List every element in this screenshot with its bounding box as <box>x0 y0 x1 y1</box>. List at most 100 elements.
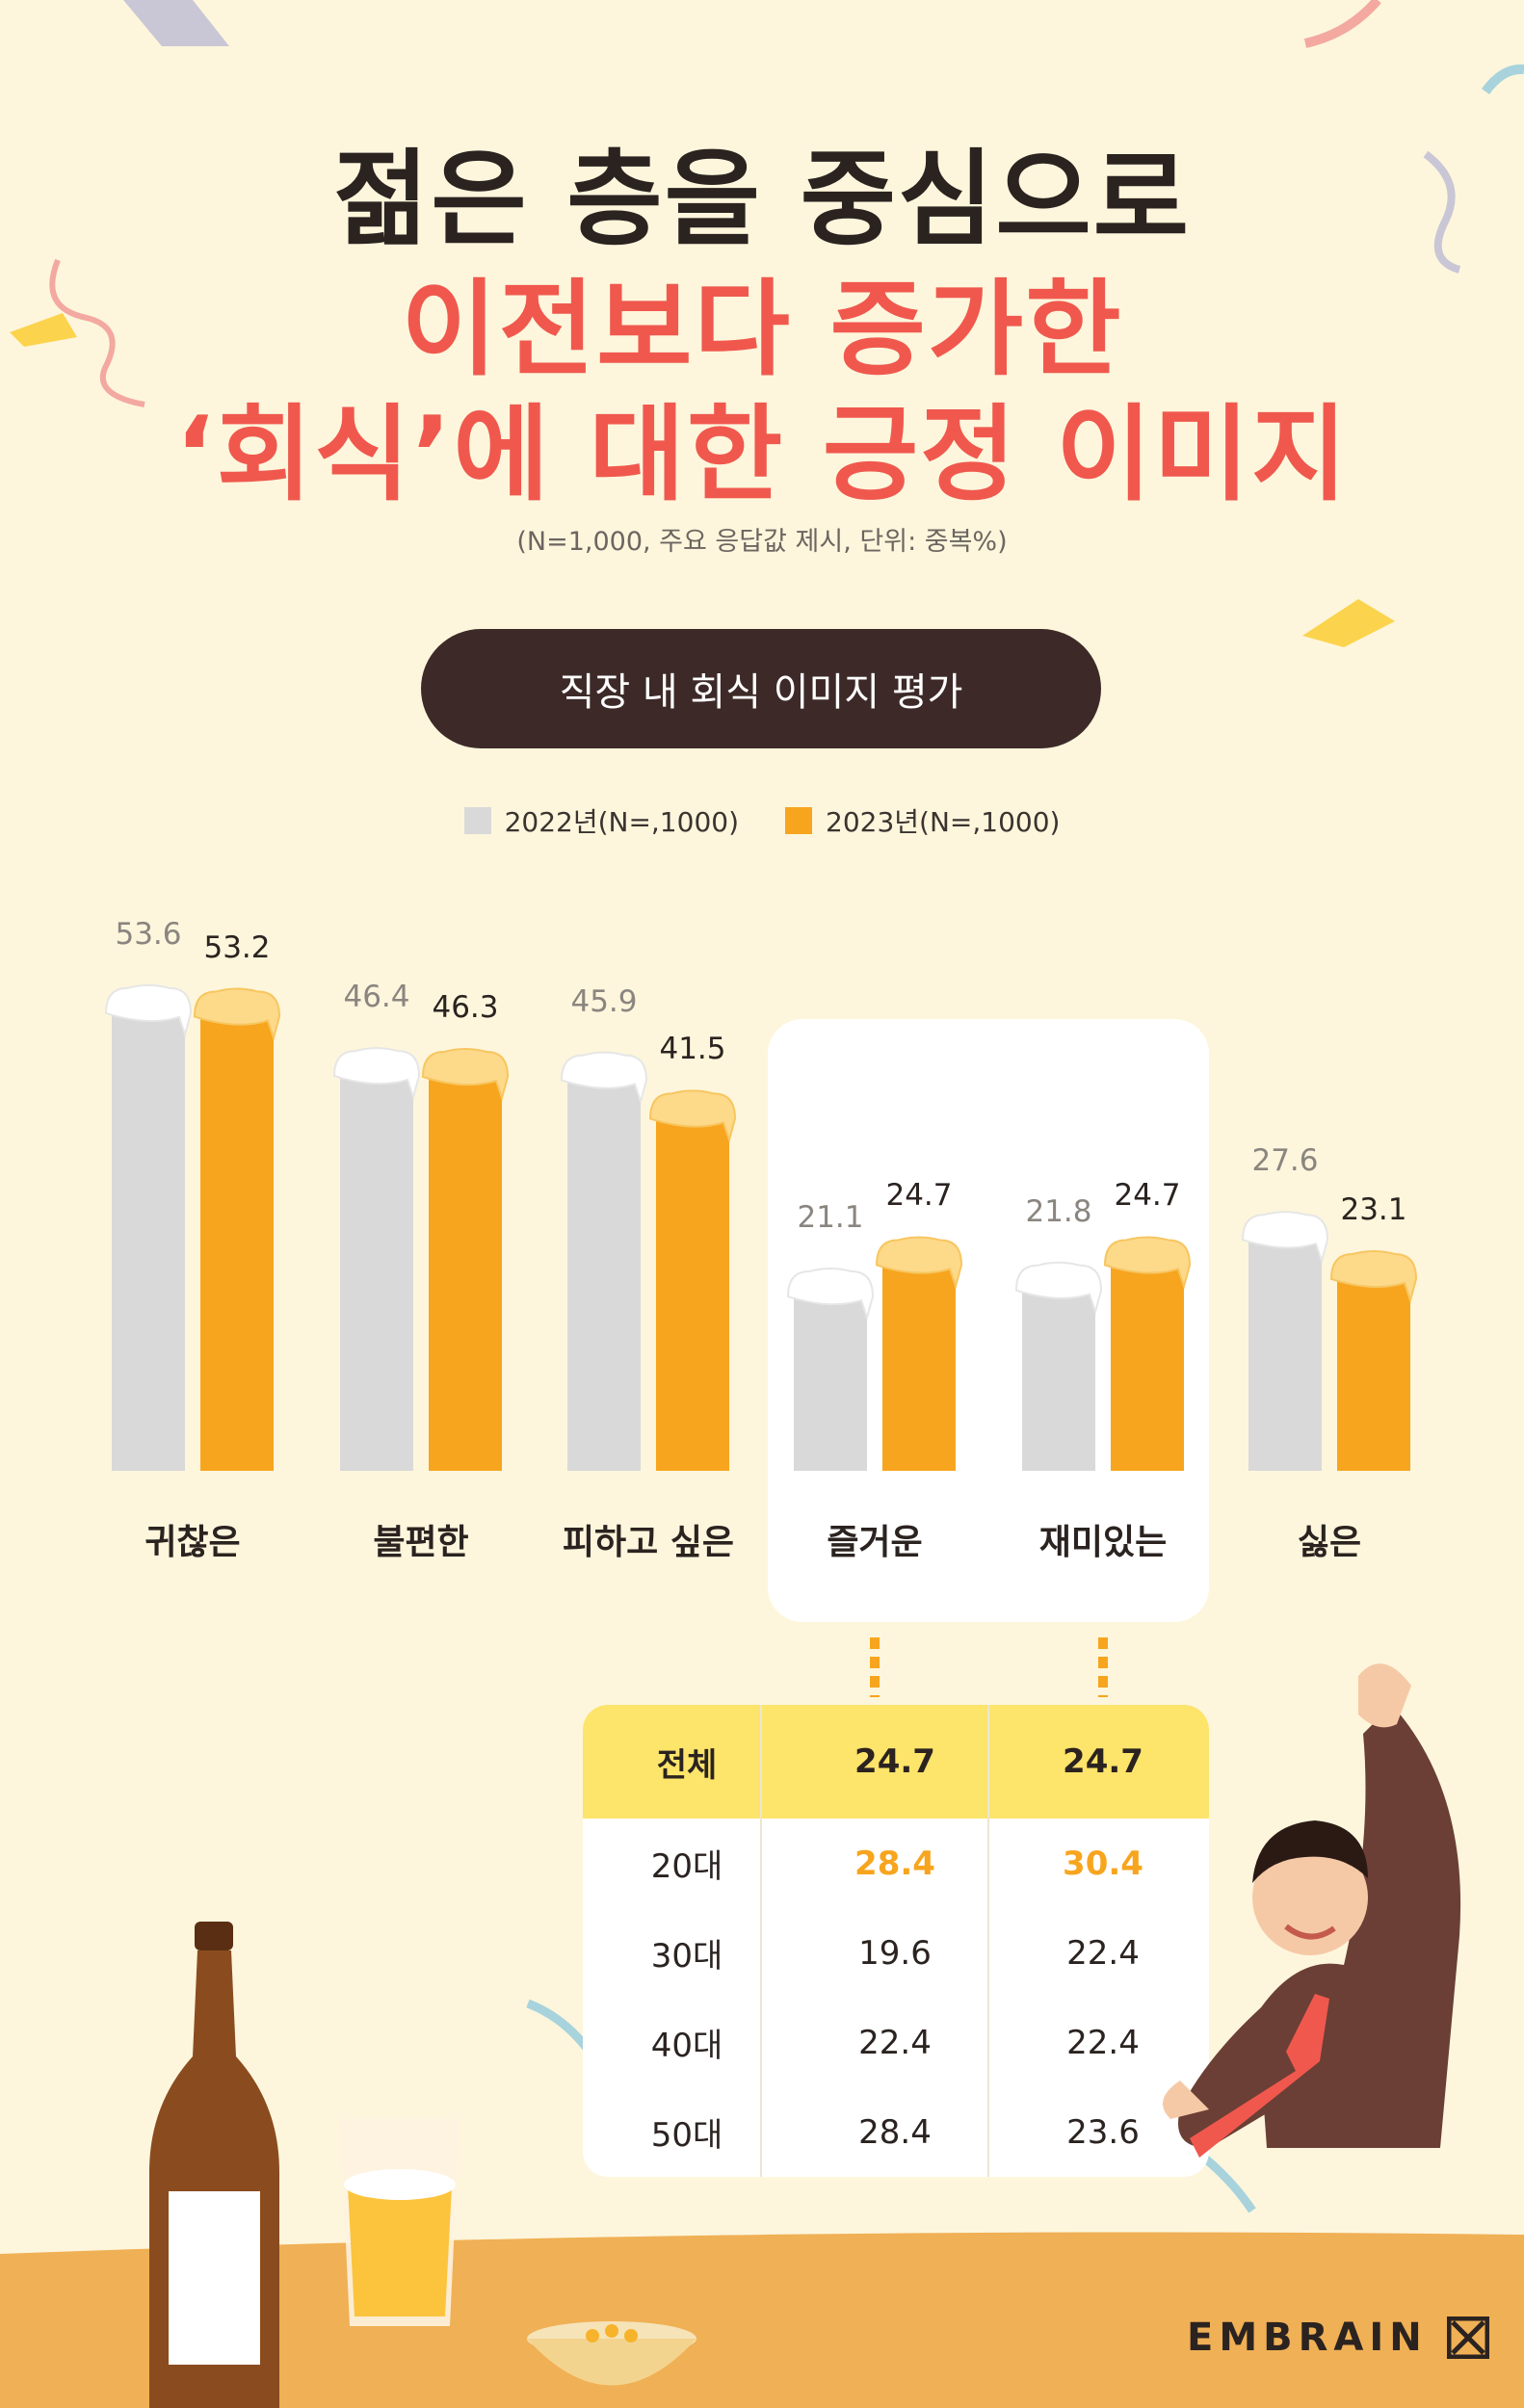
bar-foam <box>875 1236 963 1290</box>
bar-body <box>1111 1255 1184 1471</box>
bar-body <box>1248 1230 1322 1471</box>
legend-swatch-2023 <box>785 807 812 834</box>
bar-foam <box>104 983 193 1038</box>
table-row: 40대 22.4 22.4 <box>583 1998 1209 2087</box>
legend-item-2023: 2023년(N=,1000) <box>785 801 1060 840</box>
bar-2023 <box>193 987 281 1471</box>
bar-2023 <box>875 1236 963 1471</box>
bar-foam <box>786 1268 875 1322</box>
category-label: 싫은 <box>1297 1523 1362 1562</box>
connector-joyful <box>870 1637 880 1697</box>
bar-2022 <box>1241 1211 1329 1471</box>
bar-foam <box>1329 1249 1418 1304</box>
bar-body <box>794 1287 867 1471</box>
headline-line-3: ‘회식’에 대한 긍정 이미지 <box>174 395 1350 515</box>
confetti-ribbon <box>1481 64 1524 95</box>
bar-body <box>1337 1269 1410 1471</box>
table-row: 50대 28.4 23.6 <box>583 2087 1209 2177</box>
confetti-ribbon <box>1303 0 1381 48</box>
section-title-pill: 직장 내 회식 이미지 평가 <box>421 629 1101 748</box>
table-divider <box>987 1705 989 2177</box>
brand-logo-text: EMBRAIN <box>1187 2316 1428 2360</box>
bar-foam <box>560 1051 648 1106</box>
legend-label-2022: 2022년(N=,1000) <box>504 806 739 838</box>
bar-2022 <box>1014 1261 1103 1471</box>
table-row-label: 전체 <box>656 1745 718 1785</box>
category-label: 귀찮은 <box>145 1523 241 1562</box>
bar-chart <box>104 983 1418 1471</box>
headline-line-2: 이전보다 증가한 <box>401 270 1123 390</box>
table-cell: 23.6 <box>1066 2112 1140 2152</box>
bar-foam <box>648 1089 737 1143</box>
category-label: 피하고 싶은 <box>562 1523 735 1562</box>
beer-bottle-icon <box>149 1922 279 2408</box>
bar-foam <box>1241 1211 1329 1265</box>
table-row-label: 50대 <box>650 2116 723 2155</box>
value-label-2022: 21.1 <box>797 1200 864 1236</box>
category-label: 재미있는 <box>1038 1523 1168 1562</box>
confetti-ribbon <box>1201 2154 1256 2213</box>
bar-foam <box>1014 1261 1103 1316</box>
legend-item-2022: 2022년(N=,1000) <box>463 801 739 840</box>
bar-foam <box>332 1047 421 1101</box>
bar-2023 <box>648 1089 737 1471</box>
section-title: 직장 내 회식 이미지 평가 <box>559 670 963 715</box>
bar-2023 <box>421 1047 510 1471</box>
bar-body <box>1022 1280 1095 1471</box>
confetti-ribbon <box>49 258 145 407</box>
bar-2022 <box>332 1047 421 1471</box>
legend-label-2023: 2023년(N=,1000) <box>826 806 1061 838</box>
value-label-2022: 46.4 <box>343 980 410 1015</box>
headline-line-1: 젊은 층을 중심으로 <box>332 140 1192 260</box>
connector-fun <box>1098 1637 1108 1697</box>
table-cell-highlight: 28.4 <box>854 1844 935 1883</box>
bar-foam <box>1103 1236 1192 1290</box>
category-label: 불편한 <box>373 1523 469 1562</box>
table-row: 20대 28.4 30.4 <box>583 1819 1209 1908</box>
confetti-piece <box>1302 599 1395 647</box>
table-cell: 28.4 <box>858 2112 932 2152</box>
bar-body <box>429 1066 502 1471</box>
table-header-row: 전체 24.7 24.7 <box>583 1705 1209 1819</box>
sample-note: (N=1,000, 주요 응답값 제시, 단위: 중복%) <box>516 527 1008 557</box>
legend-swatch-2022 <box>463 807 491 834</box>
table-cell: 24.7 <box>854 1742 935 1781</box>
value-label-2023: 46.3 <box>432 989 499 1025</box>
bar-body <box>567 1070 641 1471</box>
bar-body <box>112 1003 185 1471</box>
snack-bowl-icon <box>527 2321 696 2386</box>
value-label-2023: 41.5 <box>659 1032 726 1067</box>
beer-glass-icon <box>340 2119 460 2326</box>
value-label-2022: 27.6 <box>1251 1143 1319 1179</box>
confetti-ribbon <box>1423 150 1461 274</box>
table-cell: 19.6 <box>858 1933 932 1973</box>
table-cell: 24.7 <box>1063 1742 1143 1781</box>
confetti-piece <box>123 0 229 46</box>
chart-legend: 2022년(N=,1000) 2023년(N=,1000) <box>0 801 1524 840</box>
table-row-label: 20대 <box>650 1847 723 1886</box>
value-label-2022: 21.8 <box>1025 1193 1092 1229</box>
bar-foam <box>421 1047 510 1102</box>
bar-foam <box>193 987 281 1041</box>
bar-body <box>882 1255 956 1471</box>
value-label-2022: 53.6 <box>115 916 182 952</box>
table-cell: 22.4 <box>1066 1933 1140 1973</box>
bar-2022 <box>560 1051 648 1471</box>
brand-logo: EMBRAIN <box>1187 2316 1489 2360</box>
bar-body <box>656 1109 729 1471</box>
brand-mark-icon <box>1446 2316 1489 2359</box>
table-row-label: 40대 <box>650 2027 723 2065</box>
table-row: 30대 19.6 22.4 <box>583 1908 1209 1998</box>
value-label-2023: 24.7 <box>885 1178 953 1214</box>
value-label-2022: 45.9 <box>570 983 638 1019</box>
bar-2022 <box>786 1268 875 1471</box>
confetti-piece <box>10 313 77 347</box>
table-cell-highlight: 30.4 <box>1063 1844 1143 1883</box>
bar-2023 <box>1103 1236 1192 1471</box>
table-row-label: 30대 <box>650 1937 723 1976</box>
table-cell: 22.4 <box>858 2023 932 2062</box>
category-label: 즐거운 <box>827 1523 923 1562</box>
cheering-man-illustration <box>1163 1663 1461 2158</box>
